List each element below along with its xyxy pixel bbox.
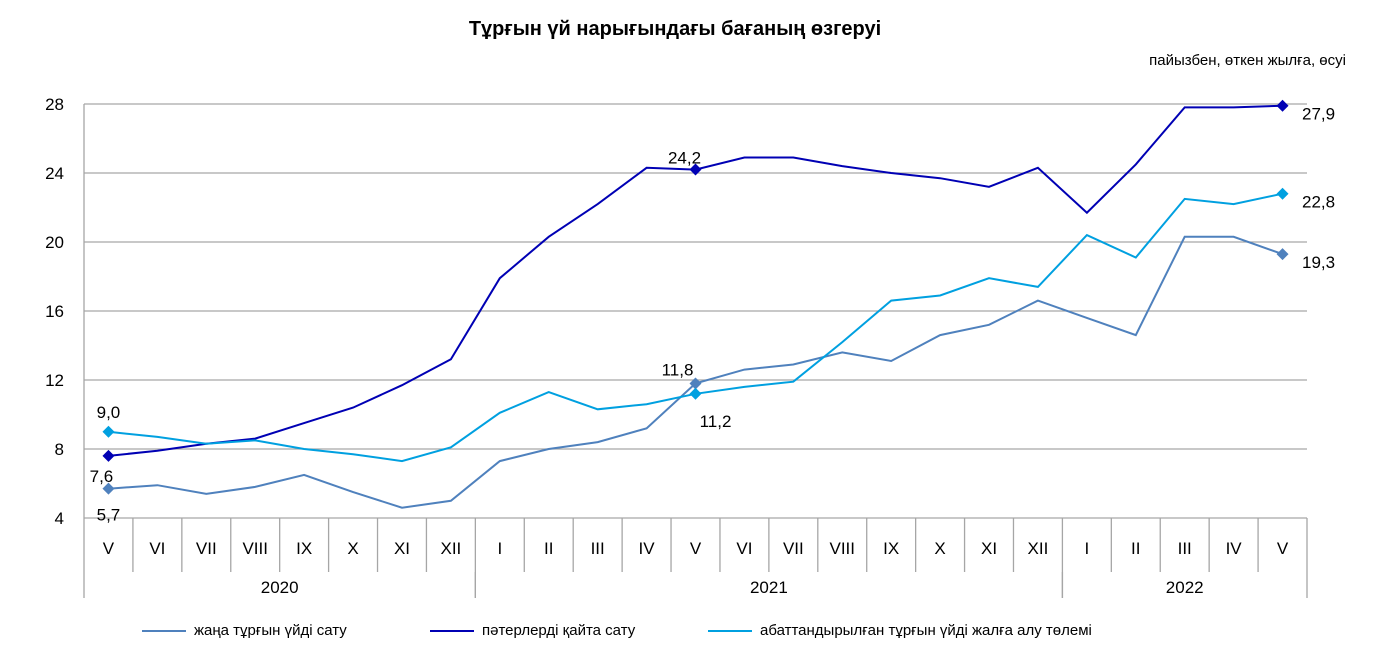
x-tick-label: IX bbox=[883, 539, 899, 558]
x-tick-label: IV bbox=[639, 539, 656, 558]
x-tick-label: VI bbox=[736, 539, 752, 558]
legend-swatch bbox=[142, 629, 186, 632]
year-label: 2020 bbox=[261, 578, 299, 597]
chart-subtitle: пайызбен, өткен жылға, өсуі bbox=[1149, 52, 1346, 69]
x-tick-label: X bbox=[934, 539, 945, 558]
data-point-marker bbox=[102, 449, 115, 462]
data-label: 24,2 bbox=[668, 149, 701, 168]
data-point-marker bbox=[1276, 99, 1289, 112]
data-point-marker bbox=[1276, 187, 1289, 200]
data-point-marker bbox=[1276, 248, 1289, 261]
data-point-marker bbox=[689, 163, 702, 176]
x-tick-label: XI bbox=[394, 539, 410, 558]
legend-label: жаңа тұрғын үйді сату bbox=[194, 622, 347, 639]
x-tick-label: III bbox=[591, 539, 605, 558]
legend-item: жаңа тұрғын үйді сату bbox=[142, 622, 347, 639]
x-tick-label: V bbox=[690, 539, 702, 558]
data-label: 22,8 bbox=[1302, 193, 1335, 212]
y-tick-label: 28 bbox=[45, 95, 64, 114]
x-tick-label: VI bbox=[149, 539, 165, 558]
legend-label: пәтерлерді қайта сату bbox=[482, 622, 636, 639]
x-tick-label: VIII bbox=[242, 539, 268, 558]
data-label: 9,0 bbox=[97, 403, 121, 422]
x-tick-label: VII bbox=[783, 539, 804, 558]
data-label: 19,3 bbox=[1302, 253, 1335, 272]
data-label: 27,9 bbox=[1302, 105, 1335, 124]
data-point-marker bbox=[689, 387, 702, 400]
y-tick-label: 8 bbox=[55, 440, 64, 459]
legend-item: пәтерлерді қайта сату bbox=[430, 622, 635, 639]
legend-label: абаттандырылған тұрғын үйді жалға алу тө… bbox=[760, 622, 1092, 639]
legend-swatch bbox=[708, 629, 752, 632]
x-tick-label: XII bbox=[1028, 539, 1049, 558]
chart-title: Тұрғын үй нарығындағы бағаның өзгеруі bbox=[468, 18, 882, 40]
x-tick-label: IV bbox=[1226, 539, 1243, 558]
data-label: 11,2 bbox=[700, 412, 732, 431]
y-tick-label: 12 bbox=[45, 371, 64, 390]
x-tick-label: IX bbox=[296, 539, 312, 558]
data-label: 5,7 bbox=[97, 506, 121, 525]
data-label: 11,8 bbox=[662, 360, 694, 379]
chart-legend: жаңа тұрғын үйді сату пәтерлерді қайта са… bbox=[0, 622, 1381, 646]
y-tick-label: 16 bbox=[45, 302, 64, 321]
x-tick-label: II bbox=[1131, 539, 1140, 558]
year-label: 2021 bbox=[750, 578, 788, 597]
series-line-3 bbox=[108, 192, 1283, 463]
y-tick-label: 24 bbox=[45, 164, 64, 183]
x-tick-label: X bbox=[347, 539, 358, 558]
x-tick-label: V bbox=[1277, 539, 1289, 558]
x-tick-label: VIII bbox=[830, 539, 856, 558]
data-label: 7,6 bbox=[90, 467, 114, 486]
x-tick-label: V bbox=[103, 539, 115, 558]
legend-item: абаттандырылған тұрғын үйді жалға алу тө… bbox=[708, 622, 1092, 639]
x-tick-label: XI bbox=[981, 539, 997, 558]
x-tick-label: I bbox=[1084, 539, 1089, 558]
year-label: 2022 bbox=[1166, 578, 1204, 597]
data-point-marker bbox=[689, 377, 702, 390]
x-tick-label: II bbox=[544, 539, 553, 558]
x-tick-label: I bbox=[497, 539, 502, 558]
x-tick-label: XII bbox=[441, 539, 462, 558]
y-tick-label: 4 bbox=[55, 509, 64, 528]
data-point-marker bbox=[102, 425, 115, 438]
x-tick-label: VII bbox=[196, 539, 217, 558]
data-point-marker bbox=[102, 482, 115, 495]
legend-swatch bbox=[430, 629, 474, 632]
y-tick-label: 20 bbox=[45, 233, 64, 252]
x-tick-label: III bbox=[1178, 539, 1192, 558]
series-line-1 bbox=[108, 235, 1283, 509]
